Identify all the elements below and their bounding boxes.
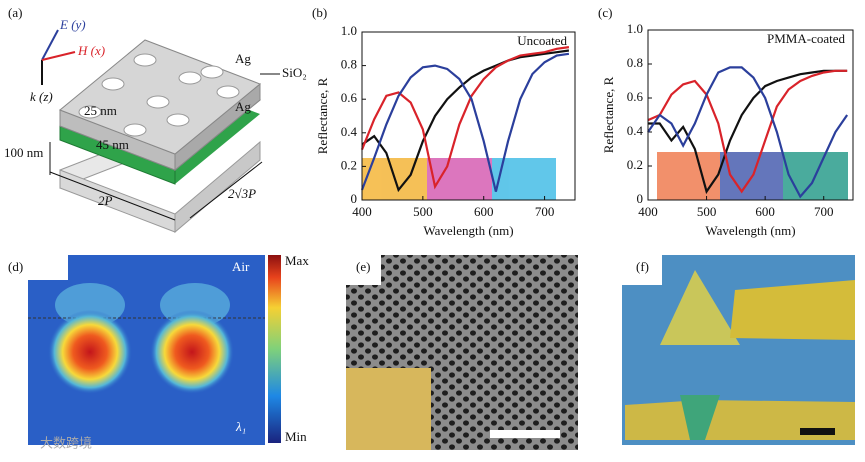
x-tick-label: 500 [697,204,717,219]
panel-label: (d) [8,259,23,274]
ag-top: Ag [235,51,251,66]
series-line [360,46,570,190]
thickness-100: 100 nm [4,145,43,160]
series-line [361,49,570,193]
y-tick-label: 0.8 [627,55,643,70]
panel-label: (c) [598,5,612,20]
sem-image [346,255,578,450]
series-line [647,66,849,199]
thickness-45: 45 nm [96,137,129,152]
colorbar-min: Min [285,429,307,444]
sio2: SiO₂ [282,65,307,80]
y-tick-label: 1.0 [627,21,643,36]
panel-label: (a) [8,5,22,20]
x-axis-label: Wavelength (nm) [705,223,795,238]
y-tick-label: 0.6 [341,90,358,105]
panel-label: (b) [312,5,327,20]
y-axis-label: Reflectance, R [315,77,330,154]
panel-label: (f) [636,259,649,274]
x-tick-label: 700 [535,204,555,219]
photo [622,255,855,445]
width-label: 2√3P [228,186,256,201]
annotation: PMMA-coated [767,31,845,46]
series-line [648,69,848,195]
plot-frame [647,29,854,201]
x-tick-label: 500 [413,204,433,219]
h-field: H (x) [77,43,105,58]
series-line [647,69,848,194]
y-tick-label: 0 [351,191,358,206]
y-tick-label: 0.8 [341,57,357,72]
schematic [41,29,280,234]
medium-label: Air [232,259,250,274]
field-map [28,255,281,445]
k-vector: k (z) [30,89,53,104]
x-tick-label: 700 [814,204,834,219]
y-tick-label: 0.4 [627,123,644,138]
annotation: Uncoated [517,33,567,48]
x-axis-label: Wavelength (nm) [423,223,513,238]
series-line [360,52,570,192]
y-tick-label: 0.2 [341,157,357,172]
length-label: 2P [98,193,113,208]
y-tick-label: 0.2 [627,157,643,172]
x-tick-label: 600 [755,204,775,219]
thickness-25: 25 nm [84,103,117,118]
plot-frame [361,31,576,201]
x-tick-label: 400 [638,204,658,219]
x-tick-label: 400 [352,204,372,219]
watermark: 大数跨境 [40,437,92,452]
y-axis-label: Reflectance, R [601,76,616,153]
y-tick-label: 0.4 [341,124,358,139]
y-tick-label: 0.6 [627,89,644,104]
x-tick-label: 600 [474,204,494,219]
y-tick-label: 1.0 [341,23,357,38]
e-field: E (y) [59,17,86,32]
swatches [362,152,848,200]
panel-label: (e) [356,259,370,274]
ag-bottom: Ag [235,99,251,114]
y-tick-label: 0 [637,191,644,206]
mode-label: λ₁ [235,419,246,434]
colorbar-max: Max [285,253,309,268]
